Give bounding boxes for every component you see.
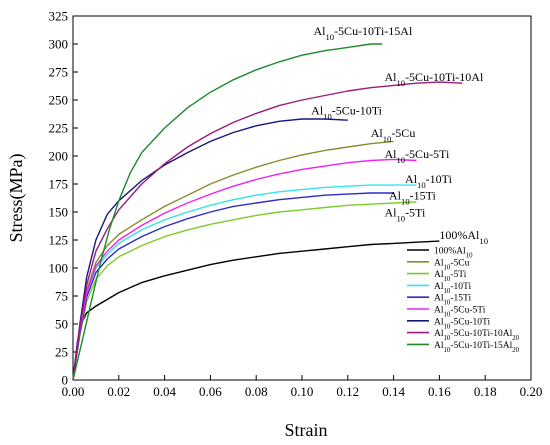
series-line-8 — [72, 81, 463, 381]
y-tick-label: 225 — [49, 121, 69, 136]
series-line-6 — [72, 158, 417, 381]
y-tick-label: 325 — [49, 9, 69, 24]
legend: 100%Al10Al10-5CuAl10-5TiAl10-10TiAl10-15… — [407, 247, 520, 354]
y-tick-label: 50 — [55, 317, 68, 332]
y-tick-label: 0 — [62, 373, 69, 388]
curve-annotations: Al10-5Cu-10Ti-15AlAl10-5Cu-10Ti-10AlAl10… — [311, 24, 488, 246]
legend-label-8: Al10-5Cu-10Ti-10Al20 — [434, 329, 520, 342]
y-tick-label: 100 — [49, 261, 69, 276]
series-line-5 — [72, 192, 394, 381]
curve-label-9: 100%Al10 — [439, 228, 488, 246]
x-tick-label: 0.06 — [199, 384, 222, 399]
y-tick-label: 150 — [49, 205, 69, 220]
x-tick-label: 0.04 — [153, 384, 176, 399]
legend-label-7: Al10-5Cu-10Ti — [434, 317, 490, 330]
curve-label-1: Al10-5Cu-10Ti-15Al — [313, 24, 413, 42]
curve-label-4: Al10-5Cu — [371, 126, 416, 144]
curve-label-5: Al10-5Cu-5Ti — [384, 147, 450, 165]
y-tick-label: 275 — [49, 65, 69, 80]
legend-label-6: Al10-5Cu-5Ti — [434, 306, 486, 319]
x-tick-label: 0.08 — [245, 384, 268, 399]
curve-label-6: Al10-10Ti — [405, 172, 453, 190]
curve-label-2: Al10-5Cu-10Ti-10Al — [384, 70, 484, 88]
y-tick-label: 75 — [55, 289, 68, 304]
curve-label-8: Al10-5Ti — [384, 205, 426, 223]
x-tick-label: 0.10 — [291, 384, 314, 399]
y-tick-label: 25 — [55, 345, 68, 360]
series-line-7 — [72, 118, 348, 381]
x-tick-label: 0.14 — [382, 384, 405, 399]
y-tick-label: 125 — [49, 233, 69, 248]
x-tick-label: 0.12 — [336, 384, 359, 399]
y-tick-label: 175 — [49, 177, 69, 192]
legend-label-2: Al10-5Cu — [434, 258, 470, 271]
legend-label-5: Al10-15Ti — [434, 294, 471, 307]
series-line-3 — [72, 201, 417, 381]
series-line-2 — [72, 140, 394, 381]
curve-label-3: Al10-5Cu-10Ti — [311, 104, 383, 122]
curve-label-7: Al10-15Ti — [389, 189, 437, 207]
y-tick-label: 200 — [49, 149, 69, 164]
series-line-4 — [72, 184, 417, 381]
series-lines — [72, 43, 463, 381]
y-axis-title: Stress(MPa) — [6, 153, 27, 242]
x-tick-label: 0.02 — [107, 384, 130, 399]
legend-label-3: Al10-5Ti — [434, 270, 467, 283]
legend-label-9: Al10-5Cu-10Ti-15Al20 — [434, 341, 520, 354]
legend-label-4: Al10-10Ti — [434, 282, 471, 295]
series-line-1 — [72, 240, 440, 381]
x-tick-label: 0.00 — [62, 384, 85, 399]
x-tick-label: 0.16 — [428, 384, 451, 399]
y-tick-label: 300 — [49, 37, 69, 52]
legend-label-1: 100%Al10 — [434, 247, 473, 260]
y-tick-label: 250 — [49, 93, 69, 108]
x-axis-title: Strain — [285, 420, 328, 440]
axes: 0.00 0.02 0.04 0.06 0.08 0.10 0.12 0.14 0.16 0.18… — [49, 9, 543, 400]
x-tick-label: 0.20 — [520, 384, 543, 399]
x-tick-label: 0.18 — [474, 384, 497, 399]
series-line-9 — [72, 43, 383, 381]
